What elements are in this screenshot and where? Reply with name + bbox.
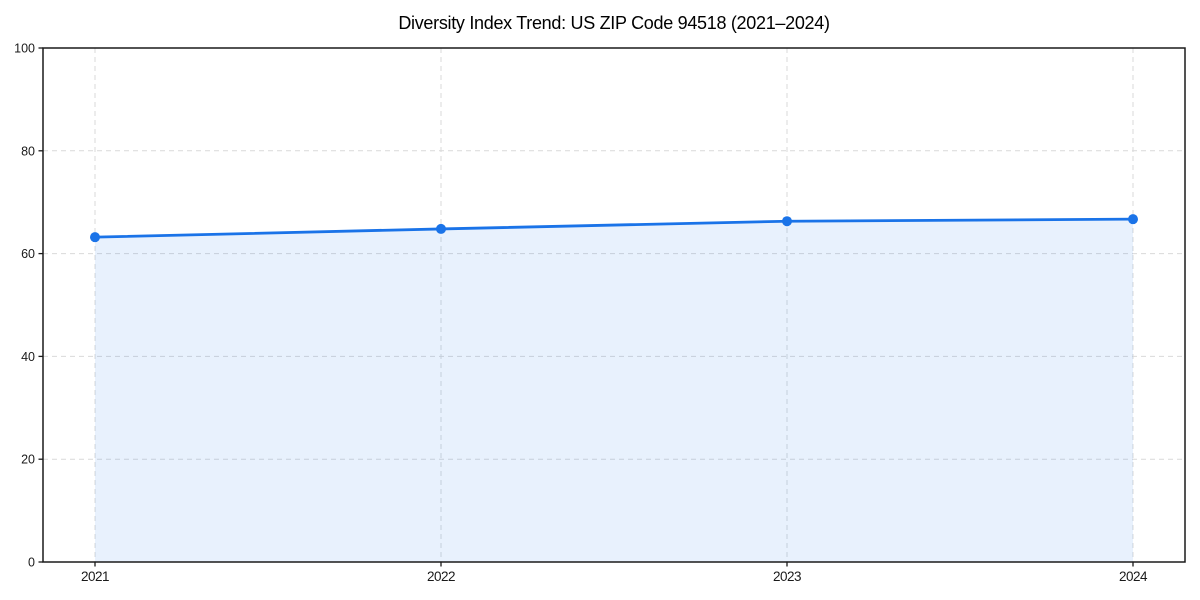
series-line bbox=[94, 217, 1134, 239]
y-tick-label: 80 bbox=[21, 144, 35, 158]
plot-frame bbox=[42, 47, 1186, 563]
data-point-marker bbox=[1128, 214, 1138, 225]
y-tick-label: 100 bbox=[14, 42, 35, 56]
x-tick-label: 2024 bbox=[1119, 569, 1148, 584]
y-tick-label: 0 bbox=[28, 556, 35, 570]
chart-title: Diversity Index Trend: US ZIP Code 94518… bbox=[398, 13, 830, 33]
y-tick-label: 60 bbox=[21, 247, 35, 261]
data-point-marker bbox=[436, 223, 446, 234]
x-tick-label: 2021 bbox=[81, 569, 109, 584]
y-tick-label: 20 bbox=[21, 453, 35, 467]
x-tick-label: 2022 bbox=[427, 569, 455, 584]
area-fill bbox=[95, 219, 1133, 563]
x-tick-label: 2023 bbox=[773, 569, 801, 584]
data-point-marker bbox=[90, 232, 100, 243]
data-point-marker bbox=[782, 216, 792, 227]
y-tick-label: 40 bbox=[21, 350, 35, 364]
